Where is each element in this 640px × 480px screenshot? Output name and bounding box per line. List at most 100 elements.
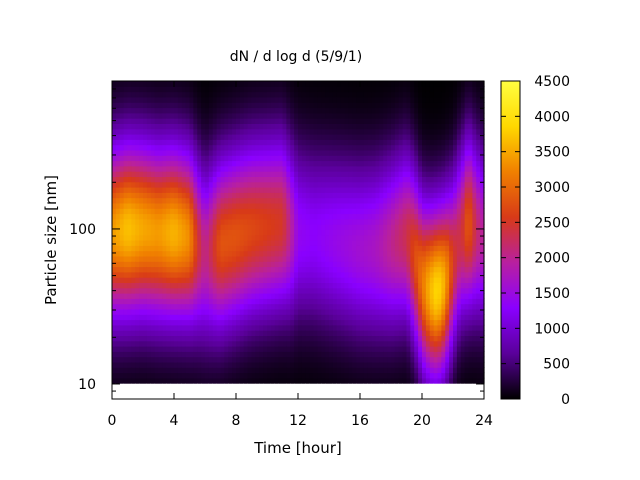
- heatmap-cell: [402, 282, 408, 289]
- heatmap-cell: [247, 388, 253, 395]
- heatmap-cell: [119, 250, 125, 257]
- heatmap-cell: [119, 346, 125, 352]
- heatmap-cell: [115, 330, 121, 336]
- heatmap-cell: [267, 372, 272, 379]
- heatmap-cell: [387, 356, 392, 363]
- heatmap-cell: [139, 298, 144, 305]
- heatmap-cell: [336, 335, 342, 342]
- heatmap-cell: [123, 240, 129, 246]
- heatmap-cell: [267, 303, 272, 310]
- heatmap-cell: [301, 330, 307, 336]
- heatmap-cell: [422, 356, 427, 363]
- heatmap-cell: [394, 361, 400, 368]
- heatmap-cell: [402, 96, 408, 103]
- heatmap-cell: [301, 202, 307, 209]
- heatmap-cell: [243, 187, 249, 193]
- heatmap-cell: [216, 377, 222, 384]
- heatmap-cell: [352, 197, 357, 204]
- heatmap-cell: [425, 340, 431, 347]
- heatmap-cell: [119, 308, 125, 315]
- heatmap-cell: [220, 372, 225, 379]
- heatmap-cell: [336, 308, 342, 315]
- heatmap-cell: [301, 277, 307, 283]
- heatmap-cell: [402, 176, 408, 183]
- heatmap-cell: [383, 218, 388, 225]
- heatmap-cell: [174, 96, 179, 103]
- heatmap-cell: [112, 255, 117, 262]
- heatmap-cell: [294, 361, 299, 368]
- heatmap-cell: [162, 208, 167, 215]
- heatmap-cell: [429, 81, 435, 87]
- heatmap-cell: [329, 107, 334, 114]
- heatmap-cell: [232, 202, 237, 209]
- heatmap-cell: [170, 155, 175, 162]
- heatmap-cell: [425, 245, 431, 252]
- heatmap-cell: [379, 112, 384, 119]
- heatmap-cell: [216, 250, 222, 257]
- heatmap-cell: [387, 266, 392, 273]
- heatmap-cell: [317, 102, 322, 109]
- heatmap-cell: [313, 218, 318, 225]
- heatmap-cell: [255, 155, 260, 162]
- heatmap-cell: [422, 224, 427, 230]
- heatmap-cell: [418, 383, 423, 389]
- heatmap-cell: [181, 81, 187, 87]
- heatmap-cell: [263, 261, 268, 268]
- heatmap-cell: [282, 261, 287, 268]
- heatmap-cell: [313, 356, 318, 363]
- heatmap-cell: [398, 298, 404, 305]
- heatmap-cell: [181, 123, 187, 130]
- heatmap-cell: [143, 202, 148, 209]
- heatmap-cell: [197, 250, 202, 257]
- heatmap-cell: [363, 245, 369, 252]
- heatmap-cell: [185, 107, 191, 114]
- heatmap-cell: [305, 213, 311, 220]
- heatmap-cell: [158, 176, 163, 183]
- heatmap-cell: [174, 112, 179, 119]
- heatmap-cell: [402, 123, 408, 130]
- heatmap-cell: [220, 335, 225, 342]
- heatmap-cell: [278, 367, 284, 374]
- heatmap-cell: [356, 160, 361, 167]
- heatmap-cell: [274, 208, 280, 215]
- heatmap-cell: [356, 319, 361, 326]
- heatmap-cell: [174, 160, 179, 167]
- heatmap-cell: [414, 351, 419, 358]
- heatmap-cell: [181, 250, 187, 257]
- heatmap-cell: [259, 303, 264, 310]
- heatmap-cell: [375, 86, 380, 93]
- heatmap-cell: [150, 261, 156, 268]
- heatmap-cell: [286, 181, 291, 188]
- heatmap-cell: [236, 91, 241, 98]
- heatmap-cell: [143, 372, 148, 379]
- heatmap-cell: [181, 187, 187, 193]
- heatmap-cell: [410, 340, 415, 347]
- heatmap-cell: [115, 118, 121, 124]
- heatmap-cell: [298, 202, 303, 209]
- heatmap-cell: [313, 102, 318, 109]
- heatmap-cell: [352, 240, 357, 246]
- heatmap-cell: [193, 176, 198, 183]
- heatmap-cell: [115, 234, 121, 241]
- heatmap-cell: [228, 112, 233, 119]
- heatmap-cell: [313, 208, 318, 215]
- heatmap-cell: [298, 361, 303, 368]
- heatmap-cell: [375, 224, 380, 230]
- heatmap-cell: [166, 208, 171, 215]
- heatmap-cell: [332, 340, 338, 347]
- heatmap-cell: [418, 319, 423, 326]
- heatmap-cell: [216, 335, 222, 342]
- heatmap-cell: [251, 245, 256, 252]
- heatmap-cell: [177, 171, 183, 177]
- heatmap-cell: [154, 123, 160, 130]
- heatmap-cell: [127, 324, 132, 331]
- heatmap-cell: [224, 245, 229, 252]
- heatmap-cell: [294, 134, 299, 140]
- heatmap-cell: [317, 351, 322, 358]
- heatmap-cell: [356, 197, 361, 204]
- heatmap-cell: [185, 102, 191, 109]
- heatmap-cell: [177, 377, 183, 384]
- heatmap-cell: [212, 277, 218, 283]
- heatmap-cell: [379, 356, 384, 363]
- heatmap-cell: [228, 356, 233, 363]
